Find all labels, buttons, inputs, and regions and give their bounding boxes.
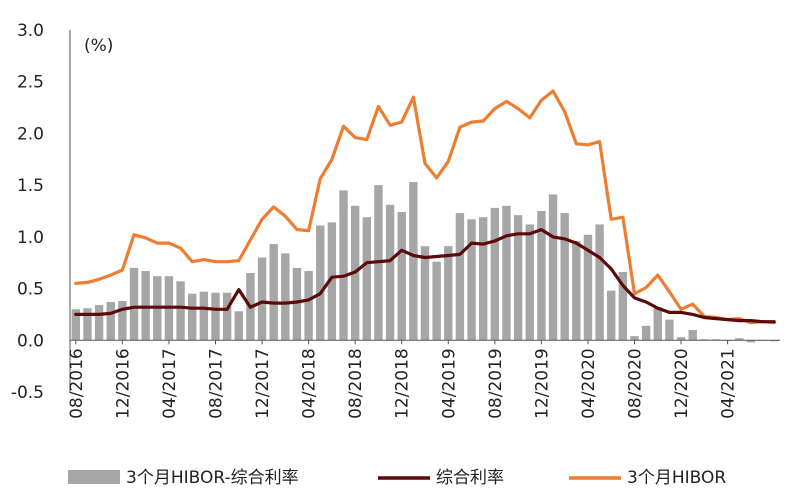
bar	[502, 205, 511, 341]
bar	[583, 234, 593, 341]
bar	[83, 308, 92, 341]
bar	[490, 207, 500, 341]
legend-label-hibor: 3个月HIBOR	[627, 468, 726, 488]
bar	[234, 311, 243, 341]
bar	[94, 305, 104, 341]
bar	[71, 309, 81, 341]
bar	[304, 270, 313, 341]
x-tick-label: 04/2018	[300, 348, 320, 419]
bar	[513, 215, 523, 341]
legend-label-spread: 3个月HIBOR-综合利率	[126, 468, 299, 488]
y-tick-label: 2.5	[17, 73, 44, 93]
bar	[316, 225, 325, 341]
y-tick-label: 2.0	[17, 124, 44, 144]
legend-swatch-bar	[68, 470, 120, 484]
bar	[188, 293, 197, 341]
x-tick-label: 08/2017	[206, 348, 226, 419]
x-tick-label: 08/2018	[346, 348, 366, 419]
bar	[537, 211, 546, 341]
bar	[676, 337, 686, 341]
bar	[455, 213, 465, 341]
bar	[339, 190, 348, 341]
bar	[769, 340, 779, 342]
bar	[653, 307, 662, 341]
bar	[211, 292, 220, 341]
bar	[688, 329, 697, 341]
x-tick-label: 12/2017	[253, 348, 273, 419]
x-tick-label: 08/2019	[486, 348, 506, 419]
bar	[641, 325, 651, 341]
x-tick-label: 08/2020	[626, 348, 646, 419]
x-tick-label: 04/2019	[439, 348, 459, 419]
bar	[746, 340, 756, 343]
line-series	[74, 89, 776, 325]
bar	[548, 194, 558, 341]
bar	[420, 246, 430, 341]
bar	[560, 213, 569, 341]
x-tick-label: 12/2016	[113, 348, 133, 419]
y-tick-label: 0.5	[17, 280, 44, 300]
y-axis-ticks: 3.0 2.5 2.0 1.5 1.0 0.5 0.0 -0.5	[11, 21, 44, 403]
bar	[665, 319, 674, 341]
bar	[362, 217, 371, 341]
x-tick-label: 04/2021	[719, 348, 739, 419]
bar	[257, 257, 267, 341]
bar	[711, 339, 721, 341]
bar	[292, 267, 302, 341]
bar	[327, 222, 337, 341]
bar	[572, 240, 581, 341]
bar	[176, 281, 185, 341]
y-tick-label: 0.0	[17, 331, 44, 351]
bar	[444, 246, 453, 341]
bar	[607, 290, 616, 341]
x-tick-label: 04/2020	[579, 348, 599, 419]
bar	[467, 219, 476, 341]
bar	[385, 204, 395, 341]
x-tick-label: 12/2019	[532, 348, 552, 419]
hibor-line	[74, 89, 776, 325]
legend-label-composite: 综合利率	[436, 468, 504, 488]
bar	[106, 302, 115, 341]
bar	[129, 267, 139, 341]
y-tick-label: -0.5	[11, 383, 44, 403]
bar	[222, 292, 232, 341]
bar	[281, 253, 290, 341]
bar	[199, 291, 209, 341]
bar-series	[71, 182, 779, 343]
y-tick-label: 3.0	[17, 21, 44, 41]
bar	[700, 339, 709, 341]
bar	[118, 300, 127, 341]
bar	[397, 212, 406, 341]
y-tick-label: 1.0	[17, 228, 44, 248]
x-axis-ticks: 08/2016 12/2016 04/2017 08/2017 12/2017 04/20…	[67, 340, 739, 419]
bar	[618, 272, 628, 341]
bar	[595, 224, 604, 341]
legend: 3个月HIBOR-综合利率 综合利率 3个月HIBOR	[68, 468, 726, 488]
composite-rate-line	[74, 228, 776, 324]
bar	[409, 182, 418, 341]
x-tick-label: 12/2020	[672, 348, 692, 419]
bar	[735, 338, 744, 341]
x-tick-label: 12/2018	[393, 348, 413, 419]
bar	[479, 217, 488, 341]
bar	[269, 244, 278, 341]
bar	[525, 224, 534, 341]
x-tick-label: 04/2017	[160, 348, 180, 419]
bar	[630, 336, 639, 341]
unit-label: (%)	[84, 36, 113, 56]
y-tick-label: 1.5	[17, 176, 44, 196]
bar	[432, 261, 441, 341]
x-tick-label: 08/2016	[67, 348, 87, 419]
